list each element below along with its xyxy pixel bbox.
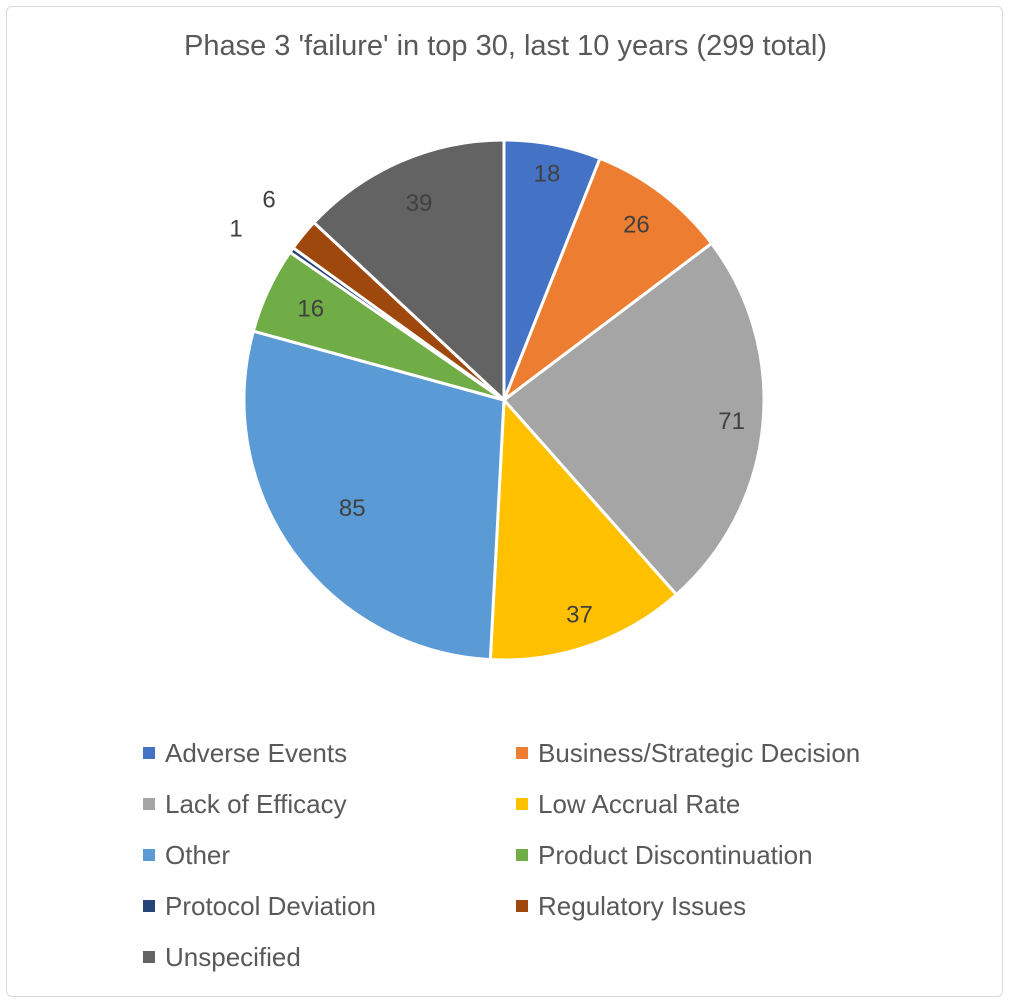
legend-label: Other: [165, 839, 231, 870]
legend-label: Protocol Deviation: [165, 890, 376, 921]
legend-swatch: [143, 900, 155, 912]
legend-swatch: [143, 951, 155, 963]
data-label-business-strategic-decision: 26: [623, 212, 650, 239]
legend-swatch: [516, 849, 528, 861]
legend-item-protocol-deviation: Protocol Deviation: [143, 891, 376, 921]
pie-slice-business-strategic-decision: [500, 156, 714, 405]
legend-item-unspecified: Unspecified: [143, 942, 301, 972]
legend-swatch: [143, 747, 155, 759]
chart-title: Phase 3 'failure' in top 30, last 10 yea…: [184, 30, 827, 62]
legend-label: Adverse Events: [165, 737, 348, 768]
legend-label: Lack of Efficacy: [165, 788, 347, 819]
legend-label: Regulatory Issues: [538, 890, 747, 921]
data-label-protocol-deviation: 1: [229, 215, 242, 242]
data-label-product-discontinuation: 16: [297, 295, 324, 322]
data-label-adverse-events: 18: [534, 161, 561, 188]
legend-swatch: [516, 798, 528, 810]
pie-slice-low-accrual-rate: [488, 396, 679, 662]
legend-swatch: [143, 798, 155, 810]
legend-item-other: Other: [143, 840, 230, 870]
pie-slice-lack-of-efficacy: [501, 241, 766, 597]
pie-chart: 18 26 71 37 85 16 16 39: [229, 138, 766, 662]
legend-label: Product Discontinuation: [538, 839, 813, 870]
legend-swatch: [143, 849, 155, 861]
data-label-other: 85: [339, 495, 366, 522]
legend-item-lack-of-efficacy: Lack of Efficacy: [143, 789, 347, 819]
data-label-unspecified: 39: [406, 190, 433, 217]
legend-swatch: [516, 900, 528, 912]
legend-item-business-strategic-decision: Business/Strategic Decision: [516, 738, 860, 768]
pie-slice-unspecified: [311, 138, 506, 404]
legend-label: Low Accrual Rate: [538, 788, 741, 819]
pie-slice-other: [242, 329, 506, 662]
legend-swatch: [516, 747, 528, 759]
data-label-lack-of-efficacy: 71: [718, 408, 745, 435]
legend-item-low-accrual-rate: Low Accrual Rate: [516, 789, 740, 819]
legend-item-regulatory-issues: Regulatory Issues: [516, 891, 746, 921]
legend-label: Business/Strategic Decision: [538, 737, 861, 768]
data-label-regulatory-issues: 6: [262, 186, 275, 213]
legend-item-product-discontinuation: Product Discontinuation: [516, 840, 813, 870]
legend-item-adverse-events: Adverse Events: [143, 738, 347, 768]
legend-label: Unspecified: [165, 941, 301, 972]
data-label-low-accrual-rate: 37: [566, 601, 593, 628]
